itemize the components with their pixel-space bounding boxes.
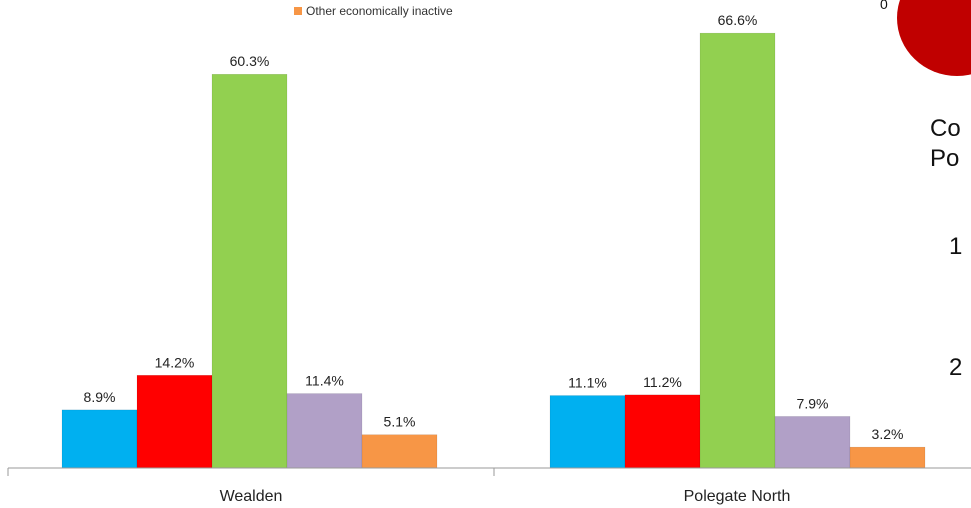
data-label: 60.3% <box>230 53 270 69</box>
data-label: 3.2% <box>872 426 904 442</box>
bar <box>774 416 851 469</box>
category-label: Wealden <box>220 488 283 505</box>
slide-fragment-zero: 0 <box>880 0 888 12</box>
data-label: 11.2% <box>643 374 682 390</box>
data-label: 11.4% <box>305 373 344 389</box>
bar <box>699 32 776 469</box>
data-label: 5.1% <box>384 414 416 430</box>
bar <box>849 446 926 469</box>
data-label: 8.9% <box>84 389 116 405</box>
bar <box>61 409 138 469</box>
bar <box>624 394 701 469</box>
category-label: Polegate North <box>684 488 791 505</box>
slide-fragment-number-2: 2 <box>949 354 963 381</box>
bar <box>549 395 626 469</box>
slide-fragment-line2: Po <box>930 145 960 172</box>
data-label: 14.2% <box>155 354 195 370</box>
legend-label: Other economically inactive <box>306 4 453 18</box>
bar <box>211 73 288 469</box>
legend-swatch <box>294 7 302 15</box>
bar <box>136 375 213 469</box>
data-label: 66.6% <box>718 12 758 28</box>
slide-fragment-line1: Co <box>930 115 961 142</box>
slide-fragment-number-1: 1 <box>949 233 963 260</box>
data-label: 11.1% <box>568 375 607 391</box>
chart-legend: Other economically inactive <box>294 4 453 18</box>
data-label: 7.9% <box>797 395 829 411</box>
bar <box>286 393 363 469</box>
bar <box>361 434 438 469</box>
